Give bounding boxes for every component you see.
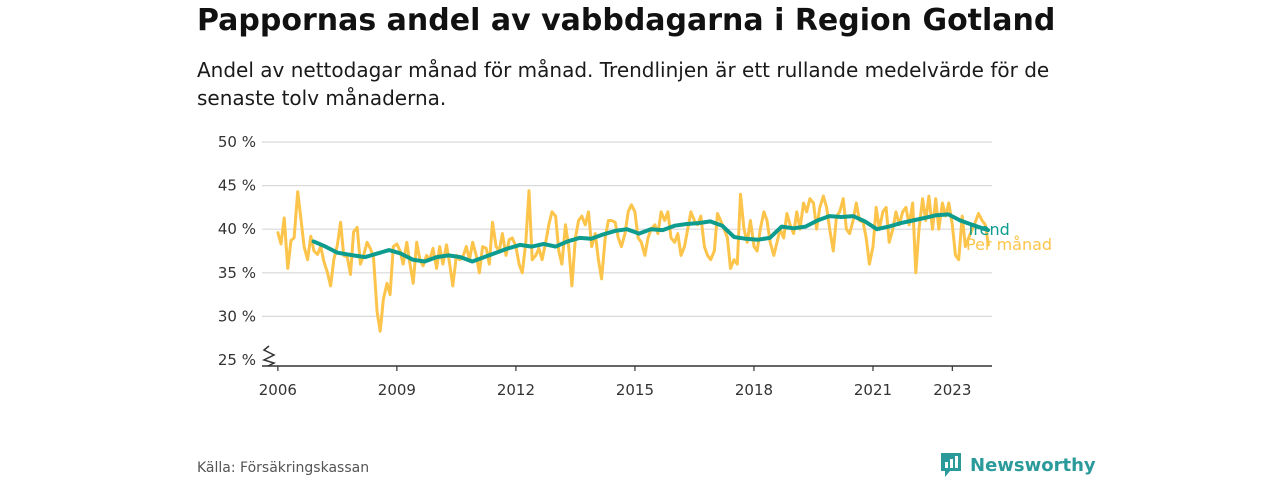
chart-subtitle: Andel av nettodagar månad för månad. Tre… bbox=[197, 58, 1050, 110]
x-tick-label: 2015 bbox=[616, 381, 654, 399]
x-axis: 2006 2009 2012 2015 2018 2021 2023 bbox=[259, 365, 992, 399]
source-note: Källa: Försäkringskassan bbox=[197, 460, 370, 476]
brand-logo: Newsworthy bbox=[940, 452, 1096, 478]
y-axis: 25 % 30 % 35 % 40 % 45 % 50 % bbox=[218, 133, 256, 369]
bar-chart-icon bbox=[941, 453, 961, 477]
x-tick-label: 2006 bbox=[259, 381, 297, 399]
y-axis-break bbox=[261, 345, 277, 367]
legend-monthly-label: Per månad bbox=[966, 235, 1052, 254]
chart-title: Pappornas andel av vabbdagarna i Region … bbox=[197, 3, 1056, 38]
x-tick-label: 2023 bbox=[933, 381, 971, 399]
y-tick-label: 25 % bbox=[218, 351, 256, 369]
legend-trend-label: Trend bbox=[965, 220, 1010, 239]
y-tick-label: 40 % bbox=[218, 220, 256, 238]
monthly-line bbox=[276, 189, 990, 333]
x-tick-label: 2018 bbox=[735, 381, 773, 399]
axis-break-zigzag bbox=[261, 345, 277, 367]
trend-line bbox=[311, 212, 990, 264]
y-tick-label: 35 % bbox=[218, 264, 256, 282]
grid-lines bbox=[262, 141, 992, 317]
brand-name: Newsworthy bbox=[970, 454, 1096, 476]
y-tick-label: 30 % bbox=[218, 307, 256, 325]
x-tick-label: 2021 bbox=[854, 381, 892, 399]
y-tick-label: 45 % bbox=[218, 177, 256, 195]
y-tick-label: 50 % bbox=[218, 133, 256, 151]
x-tick-label: 2009 bbox=[378, 381, 416, 399]
series-lines bbox=[276, 189, 990, 333]
x-tick-label: 2012 bbox=[497, 381, 535, 399]
